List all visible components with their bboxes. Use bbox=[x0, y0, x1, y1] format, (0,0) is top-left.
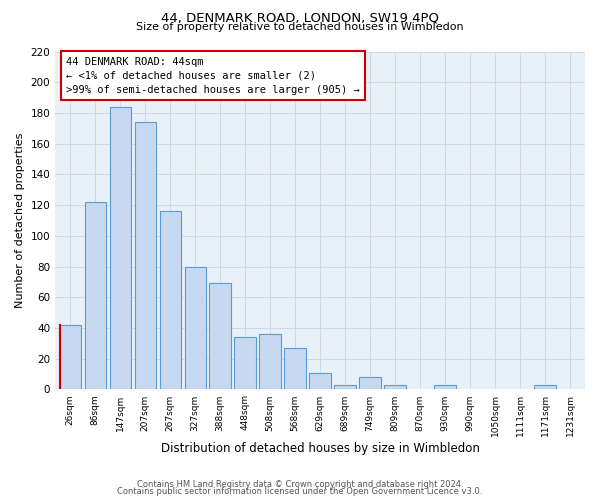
Bar bbox=[259, 334, 281, 390]
Text: 44 DENMARK ROAD: 44sqm
← <1% of detached houses are smaller (2)
>99% of semi-det: 44 DENMARK ROAD: 44sqm ← <1% of detached… bbox=[66, 56, 359, 94]
Bar bbox=[59, 325, 81, 390]
Text: 44, DENMARK ROAD, LONDON, SW19 4PQ: 44, DENMARK ROAD, LONDON, SW19 4PQ bbox=[161, 12, 439, 24]
Bar bbox=[385, 385, 406, 390]
Bar bbox=[334, 385, 356, 390]
Bar bbox=[134, 122, 156, 390]
Bar bbox=[535, 385, 556, 390]
Bar bbox=[110, 107, 131, 390]
X-axis label: Distribution of detached houses by size in Wimbledon: Distribution of detached houses by size … bbox=[161, 442, 479, 455]
Bar bbox=[185, 266, 206, 390]
Bar bbox=[434, 385, 455, 390]
Y-axis label: Number of detached properties: Number of detached properties bbox=[15, 133, 25, 308]
Bar bbox=[160, 212, 181, 390]
Text: Contains public sector information licensed under the Open Government Licence v3: Contains public sector information licen… bbox=[118, 487, 482, 496]
Bar bbox=[359, 377, 380, 390]
Bar bbox=[209, 284, 231, 390]
Bar bbox=[310, 372, 331, 390]
Bar bbox=[284, 348, 306, 390]
Bar bbox=[85, 202, 106, 390]
Text: Size of property relative to detached houses in Wimbledon: Size of property relative to detached ho… bbox=[136, 22, 464, 32]
Text: Contains HM Land Registry data © Crown copyright and database right 2024.: Contains HM Land Registry data © Crown c… bbox=[137, 480, 463, 489]
Bar bbox=[235, 337, 256, 390]
